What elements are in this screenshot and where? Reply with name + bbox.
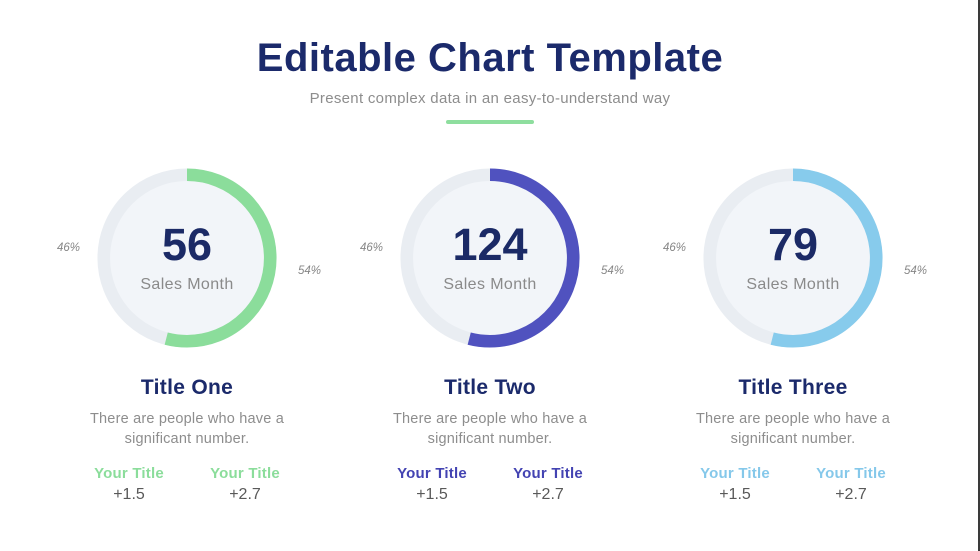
donut-right-percent-label: 54% [600,265,624,277]
donut-chart-one: 46% 56 Sales Month 54% [57,168,321,348]
card-stats-row: Your Title +1.5 Your Title +2.7 [85,465,289,504]
donut-inner-disc [97,168,277,348]
card-stats-row: Your Title +1.5 Your Title +2.7 [691,465,895,504]
donut-left-percent-label: 46% [663,242,687,254]
slide-header: Editable Chart Template Present complex … [0,0,980,124]
stat-item: Your Title +2.7 [201,465,289,504]
donut-chart-three: 46% 79 Sales Month 54% [663,168,927,348]
donut-svg [400,168,580,348]
stat-item: Your Title +2.7 [504,465,592,504]
donut-chart-two: 46% 124 Sales Month 54% [360,168,624,348]
stat-label: Your Title [513,464,583,482]
stat-item: Your Title +2.7 [807,465,895,504]
card-description: There are people who have a significant … [695,411,891,448]
chart-cards-row: 46% 56 Sales Month 54% Title One There a… [0,168,980,504]
donut-left-percent-label: 46% [57,242,81,254]
donut-value-arc [97,168,277,348]
donut-right-percent-label: 54% [903,265,927,277]
stat-label: Your Title [397,464,467,482]
donut-left-percent-label: 46% [360,242,384,254]
donut-svg [703,168,883,348]
stat-label: Your Title [210,464,280,482]
donut-right-percent-label: 54% [297,265,321,277]
stat-item: Your Title +1.5 [85,465,173,504]
card-title: Title Three [738,376,848,399]
card-description: There are people who have a significant … [89,411,285,448]
stat-value: +2.7 [835,485,867,503]
stat-item: Your Title +1.5 [388,465,476,504]
title-underline-accent [446,120,534,124]
card-title: Title One [140,376,234,399]
card-title: Title Two [444,376,536,399]
stat-value: +1.5 [719,485,751,503]
card-description: There are people who have a significant … [392,411,588,448]
page-subtitle: Present complex data in an easy-to-under… [309,90,671,107]
chart-card-two: 46% 124 Sales Month 54% Title Two There … [339,168,642,504]
stat-item: Your Title +1.5 [691,465,779,504]
stat-label: Your Title [816,464,886,482]
page-title: Editable Chart Template [256,36,724,80]
stat-value: +1.5 [416,485,448,503]
stat-value: +2.7 [532,485,564,503]
stat-label: Your Title [94,464,164,482]
stat-value: +2.7 [229,485,261,503]
stat-label: Your Title [700,464,770,482]
donut-inner-disc [400,168,580,348]
donut-value-arc [703,168,883,348]
stat-value: +1.5 [113,485,145,503]
donut-inner-disc [703,168,883,348]
card-stats-row: Your Title +1.5 Your Title +2.7 [388,465,592,504]
donut-value-arc [400,168,580,348]
chart-card-three: 46% 79 Sales Month 54% Title Three There… [642,168,945,504]
donut-svg [97,168,277,348]
chart-card-one: 46% 56 Sales Month 54% Title One There a… [36,168,339,504]
right-edge-border [978,0,980,551]
